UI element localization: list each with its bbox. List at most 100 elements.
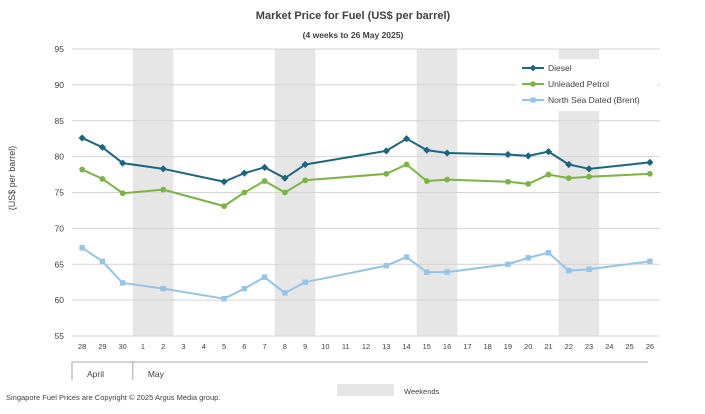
legend-marker bbox=[530, 81, 536, 87]
x-tick-label: 14 bbox=[402, 342, 410, 351]
x-tick-label: 1 bbox=[141, 342, 145, 351]
legend-label: North Sea Dated (Brent) bbox=[548, 95, 640, 105]
y-tick-label: 60 bbox=[55, 295, 65, 305]
data-point bbox=[99, 175, 106, 182]
legend-label: Diesel bbox=[548, 63, 572, 73]
x-tick-label: 2 bbox=[161, 342, 165, 351]
chart-subtitle: (4 weeks to 26 May 2025) bbox=[303, 30, 404, 40]
data-point bbox=[505, 261, 511, 267]
data-point bbox=[160, 285, 166, 292]
data-point bbox=[119, 280, 126, 286]
data-point bbox=[586, 266, 592, 272]
y-tick-label: 65 bbox=[55, 259, 65, 269]
x-tick-label: 29 bbox=[98, 342, 106, 351]
x-tick-label: 20 bbox=[524, 342, 532, 351]
data-point bbox=[444, 176, 451, 183]
data-point bbox=[647, 258, 653, 265]
data-point bbox=[220, 178, 228, 186]
legend: Diesel Unleaded Petrol North Sea Dated (Br… bbox=[516, 59, 657, 111]
data-point bbox=[444, 269, 450, 275]
data-point bbox=[443, 149, 451, 157]
y-tick-label: 80 bbox=[55, 152, 65, 162]
y-tick-label: 85 bbox=[55, 116, 65, 126]
x-tick-label: 28 bbox=[78, 342, 86, 351]
legend-label: Unleaded Petrol bbox=[548, 79, 609, 89]
data-point bbox=[646, 158, 654, 166]
x-tick-label: 8 bbox=[283, 342, 287, 351]
data-point bbox=[78, 134, 86, 142]
chart-title: Market Price for Fuel (US$ per barrel) bbox=[256, 10, 451, 22]
data-point bbox=[241, 285, 248, 292]
series-unleaded-petrol bbox=[79, 161, 653, 210]
data-point bbox=[282, 290, 288, 296]
data-point bbox=[383, 262, 389, 269]
x-tick-label: 10 bbox=[321, 342, 329, 351]
weekends-label: Weekends bbox=[404, 387, 440, 396]
data-point bbox=[423, 146, 431, 154]
data-point bbox=[586, 173, 592, 180]
data-point bbox=[424, 269, 430, 275]
data-point bbox=[261, 178, 268, 184]
x-tick-label: 24 bbox=[605, 342, 613, 351]
gridlines: 55 60 65 70 75 80 85 90 95 bbox=[55, 44, 660, 341]
data-point bbox=[221, 295, 227, 302]
data-point bbox=[98, 143, 107, 151]
data-point bbox=[160, 186, 167, 193]
data-point bbox=[646, 170, 653, 177]
x-tick-label: 9 bbox=[303, 342, 307, 351]
data-point bbox=[281, 189, 288, 196]
data-point bbox=[281, 174, 289, 182]
data-point bbox=[524, 152, 532, 160]
data-point bbox=[545, 171, 552, 178]
y-tick-label: 75 bbox=[55, 188, 65, 198]
month-label: May bbox=[148, 369, 165, 379]
data-point bbox=[383, 170, 390, 177]
x-tick-label: 30 bbox=[119, 342, 127, 351]
y-tick-label: 70 bbox=[55, 223, 65, 233]
copyright-text: Singapore Fuel Prices are Copyright © 20… bbox=[6, 393, 220, 402]
x-tick-label: 23 bbox=[585, 342, 593, 351]
data-point bbox=[119, 190, 126, 197]
data-point bbox=[241, 189, 248, 196]
data-point bbox=[402, 135, 411, 143]
data-point bbox=[99, 258, 106, 265]
data-point bbox=[585, 165, 593, 173]
x-tick-label: 3 bbox=[181, 342, 185, 351]
data-point bbox=[79, 245, 85, 251]
x-tick-label: 17 bbox=[463, 342, 471, 351]
legend-marker bbox=[529, 64, 537, 72]
x-tick-label: 21 bbox=[544, 342, 552, 351]
data-point bbox=[565, 175, 572, 182]
x-tick-label: 7 bbox=[263, 342, 267, 351]
month-label: April bbox=[87, 369, 104, 379]
x-tick-label: 16 bbox=[443, 342, 451, 351]
data-point bbox=[565, 160, 573, 169]
data-point bbox=[403, 161, 410, 168]
y-axis-label: (US$ per barrel) bbox=[7, 146, 17, 211]
x-tick-label: 15 bbox=[423, 342, 431, 351]
data-point bbox=[423, 178, 430, 184]
data-point bbox=[159, 165, 167, 173]
data-point bbox=[544, 148, 553, 156]
data-point bbox=[382, 147, 390, 155]
data-point bbox=[301, 160, 309, 169]
series-diesel bbox=[78, 134, 654, 186]
y-tick-label: 55 bbox=[55, 331, 65, 341]
data-point bbox=[302, 279, 308, 285]
x-tick-label: 11 bbox=[342, 342, 350, 351]
data-point bbox=[525, 180, 532, 187]
x-tick-label: 4 bbox=[202, 342, 206, 351]
y-tick-label: 95 bbox=[55, 44, 65, 54]
data-point bbox=[119, 159, 127, 167]
weekends-swatch bbox=[337, 384, 394, 396]
data-point bbox=[505, 178, 511, 185]
y-tick-label: 90 bbox=[55, 80, 65, 90]
data-point bbox=[261, 274, 268, 280]
data-point bbox=[545, 250, 552, 256]
data-point bbox=[566, 268, 572, 274]
x-tick-label: 18 bbox=[483, 342, 491, 351]
x-tick-label: 5 bbox=[222, 342, 226, 351]
data-point bbox=[403, 254, 410, 260]
series-north-sea-dated-brent bbox=[79, 245, 653, 302]
x-tick-label: 25 bbox=[625, 342, 633, 351]
